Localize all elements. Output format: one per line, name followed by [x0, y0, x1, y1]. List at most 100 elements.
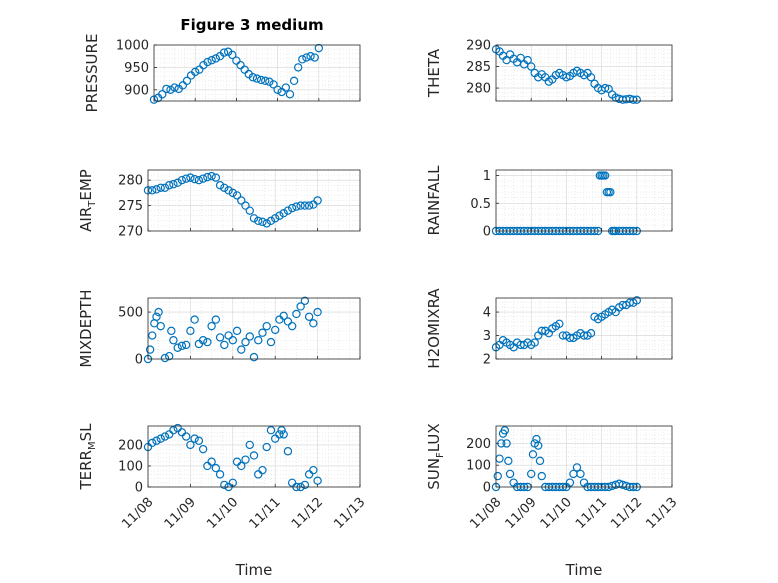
- data-point: [145, 345, 155, 354]
- y-tick-label: 0: [483, 481, 491, 496]
- data-point: [281, 83, 291, 92]
- data-point: [258, 217, 267, 227]
- y-axis-label: THETA: [425, 48, 443, 98]
- data-point: [177, 428, 187, 437]
- y-axis-label: AIRTEMP: [77, 169, 98, 232]
- y-tick-label: 100: [466, 459, 491, 474]
- data-point: [252, 74, 262, 83]
- axes-box: [495, 169, 673, 232]
- data-point: [279, 430, 288, 439]
- x-tick-label: 11/12: [608, 495, 645, 532]
- data-point: [304, 470, 314, 479]
- axes-box: [495, 44, 673, 102]
- data-point: [527, 62, 536, 71]
- data-point: [271, 325, 280, 335]
- data-point: [237, 196, 246, 205]
- data-point: [160, 353, 170, 363]
- y-axis-label-subscript: M: [87, 441, 98, 450]
- data-point: [240, 65, 249, 74]
- x-tick-label: 11/13: [643, 495, 680, 532]
- data-point: [164, 181, 174, 190]
- data-point: [190, 434, 199, 443]
- data-point: [164, 430, 174, 439]
- data-point: [198, 174, 208, 183]
- data-point: [248, 73, 258, 82]
- y-axis-label: H2OMIXRA: [425, 288, 443, 369]
- data-point: [207, 56, 216, 65]
- data-point: [237, 461, 246, 471]
- y-axis-label: SUNFLUX: [425, 423, 446, 489]
- data-point: [186, 440, 195, 450]
- data-point: [287, 321, 297, 331]
- y-axis-label-subscript: T: [87, 200, 98, 208]
- data-point: [249, 451, 259, 460]
- data-point: [156, 434, 165, 443]
- x-tick-label: 11/09: [503, 495, 540, 532]
- data-point: [224, 186, 233, 195]
- data-point: [245, 440, 254, 450]
- data-point: [266, 426, 276, 435]
- data-point: [313, 196, 322, 205]
- x-tick-label: 11/10: [538, 495, 575, 532]
- data-point: [254, 216, 263, 226]
- y-tick-label: 100: [118, 459, 143, 474]
- data-point: [241, 201, 250, 210]
- data-point: [154, 307, 163, 317]
- data-point: [294, 63, 303, 72]
- subplot-theta: 280 285 290 THETA: [425, 39, 673, 104]
- data-point: [148, 186, 157, 195]
- data-point: [287, 478, 297, 487]
- data-point: [245, 206, 254, 215]
- data-point: [271, 434, 280, 443]
- data-point: [228, 50, 237, 60]
- y-tick-label: 2: [483, 353, 491, 368]
- data-point: [190, 67, 200, 77]
- data-point: [586, 328, 596, 338]
- data-point: [600, 171, 610, 180]
- data-point: [273, 85, 282, 95]
- data-point: [304, 201, 314, 210]
- data-point: [241, 455, 250, 464]
- axes-box: [495, 297, 673, 360]
- y-axis-label-tail: LUX: [425, 423, 443, 452]
- y-tick-label: 950: [124, 61, 149, 76]
- data-point: [283, 447, 293, 456]
- data-point: [535, 456, 545, 466]
- data-point: [262, 219, 271, 228]
- data-point: [262, 321, 271, 331]
- data-point: [314, 43, 323, 53]
- data-point: [586, 73, 596, 82]
- data-point: [220, 480, 229, 490]
- data-point: [576, 469, 585, 479]
- data-point: [493, 471, 502, 481]
- y-tick-label: 285: [466, 60, 491, 75]
- data-point: [152, 436, 161, 445]
- data-point: [572, 463, 582, 472]
- data-point: [181, 432, 191, 441]
- y-axis-label: TERRMSL: [77, 423, 98, 491]
- data-point: [300, 480, 310, 490]
- data-point: [194, 175, 204, 185]
- data-point: [236, 60, 245, 70]
- data-point: [292, 202, 301, 211]
- data-point: [148, 331, 157, 340]
- y-tick-label: 3: [483, 329, 491, 344]
- data-point: [275, 211, 284, 220]
- data-point: [224, 331, 233, 340]
- data-point: [285, 90, 295, 99]
- data-point: [249, 214, 259, 223]
- data-point: [523, 55, 532, 65]
- data-point: [537, 471, 546, 481]
- data-point: [182, 76, 192, 86]
- y-axis-label-base: SUN: [425, 458, 443, 490]
- y-tick-label: 0.5: [470, 197, 491, 212]
- y-tick-label: 200: [118, 438, 143, 453]
- data-point: [279, 311, 288, 321]
- data-point: [207, 171, 216, 181]
- data-point: [169, 426, 178, 435]
- subplot-h2omixra: 2 3 4 H2OMIXRA: [425, 288, 673, 369]
- data-point: [237, 345, 246, 354]
- data-point: [203, 337, 212, 347]
- data-point: [304, 312, 314, 321]
- data-point: [505, 469, 515, 479]
